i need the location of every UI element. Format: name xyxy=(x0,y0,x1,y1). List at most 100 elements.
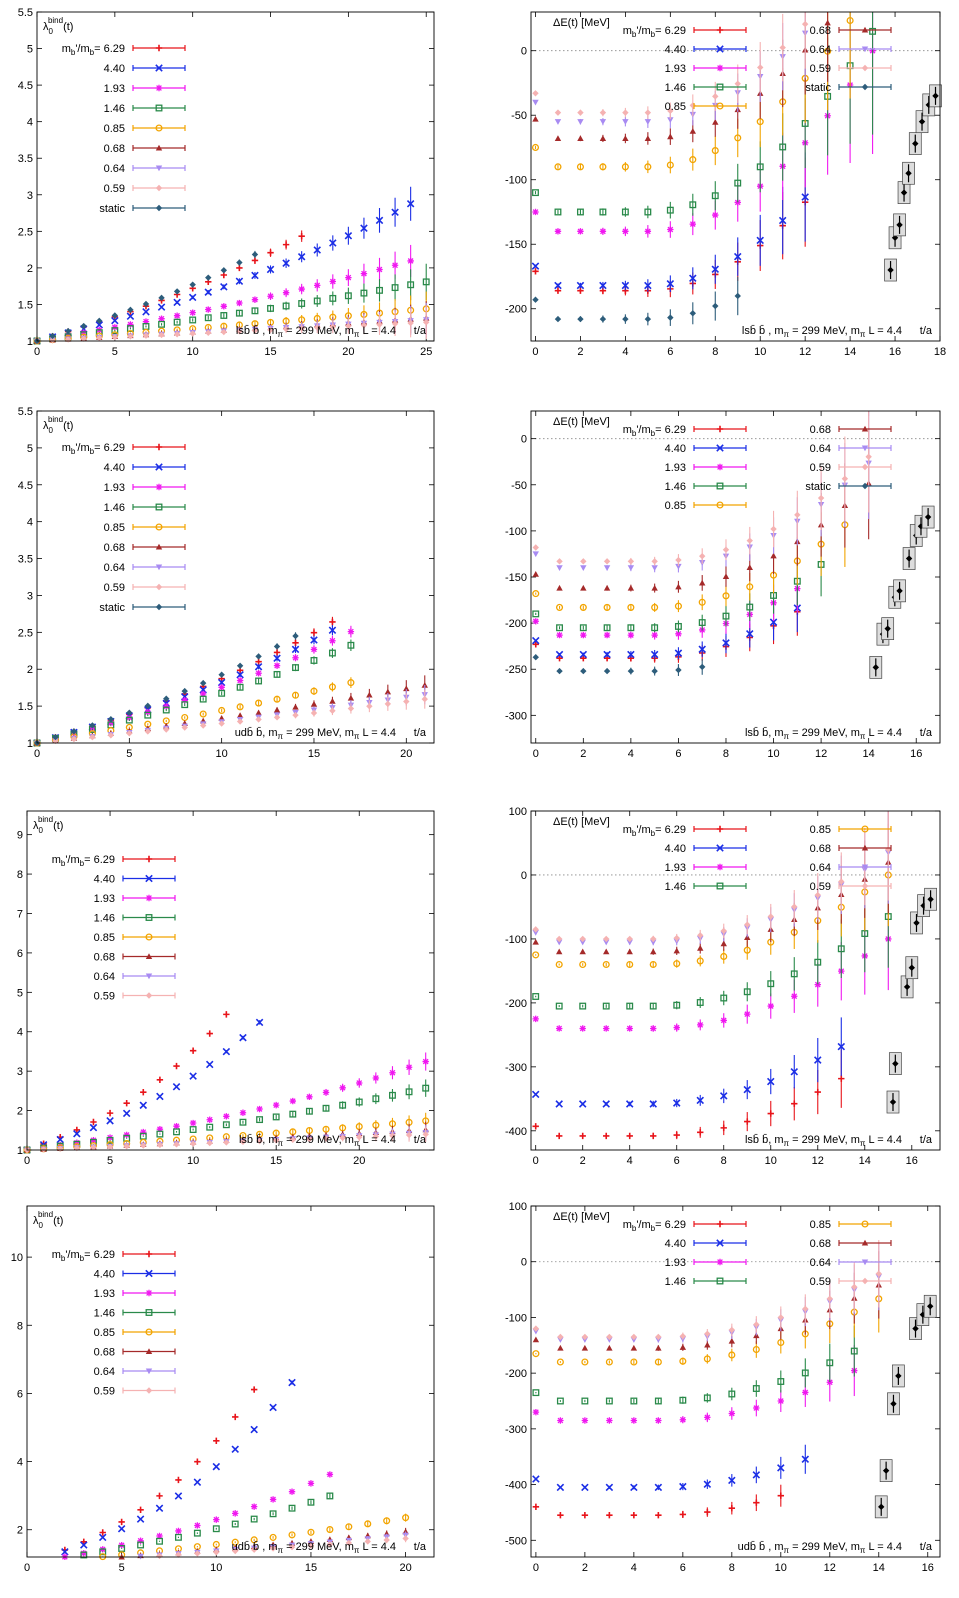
data-point xyxy=(746,537,753,544)
legend-entry-6-29: mb'/mb= 6.29 xyxy=(623,25,747,39)
x-tick-label: 5 xyxy=(126,748,132,760)
data-point xyxy=(366,703,373,710)
annotation: udb̄ b̄ , mπ = 299 MeV, mπ L = 4.4 xyxy=(232,1540,396,1555)
series-6-29 xyxy=(532,1049,845,1140)
x-tick-label: 15 xyxy=(270,1155,282,1167)
data-point xyxy=(712,302,719,310)
data-point xyxy=(756,163,764,171)
data-point xyxy=(675,630,682,638)
data-point xyxy=(251,257,259,264)
data-point xyxy=(555,960,563,969)
series-0-59 xyxy=(33,689,428,747)
data-point xyxy=(766,1077,775,1086)
data-point xyxy=(846,16,854,25)
data-point xyxy=(743,1085,752,1094)
data-point xyxy=(556,584,563,591)
data-point xyxy=(554,109,562,116)
data-point xyxy=(213,1516,220,1523)
data-point xyxy=(239,1138,247,1145)
data-point xyxy=(174,1533,182,1541)
y-tick-label: 9 xyxy=(17,830,23,842)
data-point xyxy=(250,1425,258,1434)
data-point xyxy=(554,228,562,235)
annotation: lsb̄ b̄, mπ = 299 MeV, mπ L = 4.4 xyxy=(745,1133,902,1148)
data-point xyxy=(603,650,611,659)
data-point xyxy=(778,216,787,225)
chart-panel-5: 0 5 10 15 20 1 2 3 4 5 6 7 8 9 λ0bind(t) t/a lsb̄ b̄, mπ… xyxy=(17,810,435,1167)
data-point xyxy=(801,1455,810,1464)
y-tick-label: 1 xyxy=(17,1145,23,1157)
legend-entry-static: static xyxy=(99,203,186,215)
data-point xyxy=(733,252,742,261)
data-point xyxy=(218,671,225,678)
data-point xyxy=(220,312,228,319)
data-point xyxy=(746,583,754,591)
x-tick-label: 10 xyxy=(187,1155,199,1167)
data-point xyxy=(532,1015,539,1023)
legend-entry-6-29: mb'/mb= 6.29 xyxy=(623,424,747,438)
data-point xyxy=(181,697,188,704)
continuum-point xyxy=(895,1372,902,1380)
data-point xyxy=(580,558,587,565)
legend-entry-0-59: 0.59 xyxy=(810,462,892,474)
data-point xyxy=(532,296,539,303)
data-point xyxy=(231,1445,239,1453)
data-point xyxy=(556,631,563,639)
data-point xyxy=(838,1075,845,1082)
legend-entry-6-29: mb'/mb= 6.29 xyxy=(52,854,176,868)
data-point xyxy=(557,1417,564,1424)
data-point xyxy=(626,939,633,946)
data-point xyxy=(532,610,540,618)
data-point xyxy=(581,1344,589,1351)
series-static xyxy=(33,250,259,345)
data-point xyxy=(532,1475,540,1483)
data-point xyxy=(199,710,207,718)
legend-entry-0-59: 0.59 xyxy=(104,183,186,195)
legend-marker xyxy=(155,483,163,491)
data-point xyxy=(137,1537,144,1544)
legend-marker xyxy=(861,463,869,471)
data-point xyxy=(801,20,809,28)
legend-label: 0.59 xyxy=(810,1276,831,1288)
data-point xyxy=(189,1119,197,1127)
x-tick-label: 8 xyxy=(723,748,729,760)
data-point xyxy=(554,315,562,323)
legend-entry-1-93: 1.93 xyxy=(665,63,747,75)
data-point xyxy=(599,109,607,116)
data-point xyxy=(627,624,635,632)
data-point xyxy=(651,603,659,611)
data-point xyxy=(779,44,786,51)
data-point xyxy=(779,143,787,151)
chart-panel-1: 0 5 10 15 20 25 1 1.5 2 2.5 3 3.5 4 4.5 5 5.5 λ0bind(t) t… xyxy=(18,7,435,358)
legend-entry-0-68: 0.68 xyxy=(94,952,176,964)
y-tick-label: -200 xyxy=(505,304,527,316)
data-point xyxy=(189,309,196,316)
data-point xyxy=(689,201,697,209)
data-point xyxy=(734,199,741,206)
data-point xyxy=(127,306,134,314)
data-point xyxy=(744,1010,751,1018)
data-point xyxy=(175,1551,182,1558)
data-point xyxy=(579,1002,587,1010)
data-point xyxy=(556,624,563,632)
x-axis-label: t/a xyxy=(920,727,933,739)
data-point xyxy=(199,679,207,687)
data-point xyxy=(532,268,539,275)
legend-label: 0.68 xyxy=(104,143,125,155)
legend-entry-0-64: 0.64 xyxy=(94,971,176,983)
series-1-93 xyxy=(532,887,892,1032)
data-point xyxy=(744,1118,751,1125)
legend-marker xyxy=(861,882,869,890)
y-tick-label: 3 xyxy=(27,190,33,202)
legend-entry-0-68: 0.68 xyxy=(810,1238,892,1250)
data-point xyxy=(139,1101,148,1110)
legend-entry-1-46: 1.46 xyxy=(665,1276,747,1288)
data-point xyxy=(576,281,585,290)
data-point xyxy=(273,654,281,663)
legend-entry-6-29: mb'/mb= 6.29 xyxy=(623,824,747,838)
data-point xyxy=(402,1514,410,1522)
y-tick-label: 1 xyxy=(27,336,33,348)
data-point xyxy=(326,1526,334,1534)
y-axis-label: ΔE(t) [MeV] xyxy=(553,17,610,29)
x-tick-label: 10 xyxy=(767,748,779,760)
